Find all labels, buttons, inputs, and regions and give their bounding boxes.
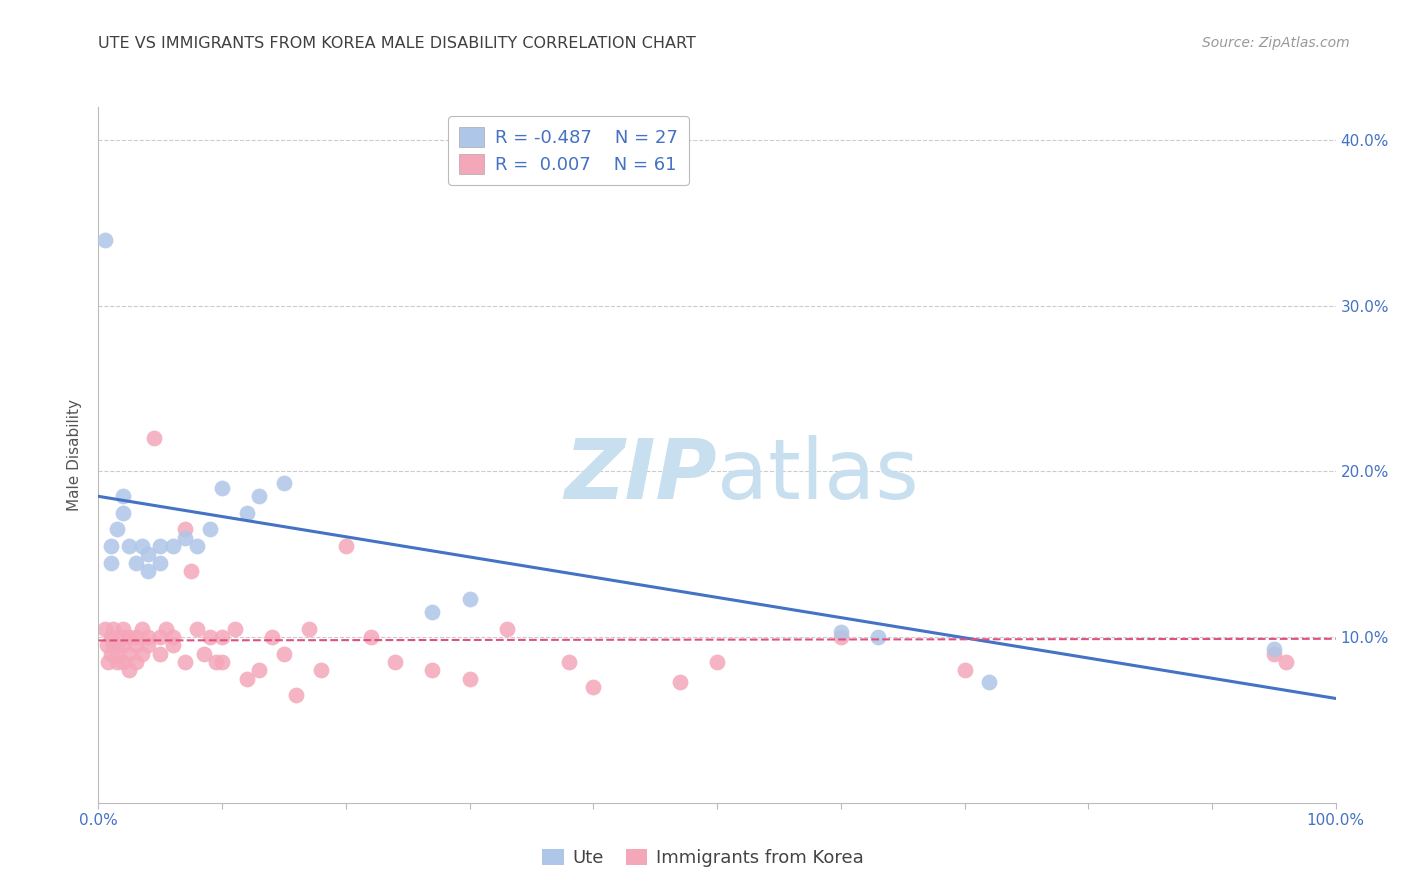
Point bbox=[174, 655, 197, 669]
Point bbox=[211, 630, 233, 644]
Point bbox=[105, 639, 128, 653]
Point bbox=[100, 647, 122, 661]
Point bbox=[205, 655, 228, 669]
Point bbox=[100, 556, 122, 570]
Point bbox=[124, 655, 146, 669]
Point bbox=[149, 539, 172, 553]
Point bbox=[247, 489, 270, 503]
Point bbox=[1263, 647, 1285, 661]
Point bbox=[124, 556, 146, 570]
Point bbox=[285, 688, 308, 702]
Point bbox=[131, 539, 153, 553]
Point bbox=[131, 647, 153, 661]
Point bbox=[118, 663, 141, 677]
Point bbox=[830, 630, 852, 644]
Point bbox=[198, 523, 221, 537]
Point bbox=[93, 233, 115, 247]
Point bbox=[1263, 641, 1285, 656]
Point bbox=[495, 622, 517, 636]
Point bbox=[273, 647, 295, 661]
Point bbox=[100, 539, 122, 553]
Point bbox=[162, 630, 184, 644]
Point bbox=[96, 639, 118, 653]
Point bbox=[97, 655, 120, 669]
Point bbox=[136, 630, 159, 644]
Point bbox=[112, 630, 135, 644]
Point bbox=[260, 630, 283, 644]
Point bbox=[105, 523, 128, 537]
Point bbox=[112, 506, 135, 520]
Point bbox=[162, 639, 184, 653]
Point bbox=[186, 622, 208, 636]
Point bbox=[149, 630, 172, 644]
Y-axis label: Male Disability: Male Disability bbox=[67, 399, 83, 511]
Point bbox=[136, 639, 159, 653]
Point bbox=[103, 639, 125, 653]
Point bbox=[198, 630, 221, 644]
Point bbox=[706, 655, 728, 669]
Text: Source: ZipAtlas.com: Source: ZipAtlas.com bbox=[1202, 36, 1350, 50]
Point bbox=[273, 476, 295, 491]
Point bbox=[298, 622, 321, 636]
Point bbox=[149, 647, 172, 661]
Point bbox=[105, 655, 128, 669]
Point bbox=[149, 556, 172, 570]
Point bbox=[458, 592, 481, 607]
Point bbox=[1275, 655, 1298, 669]
Text: UTE VS IMMIGRANTS FROM KOREA MALE DISABILITY CORRELATION CHART: UTE VS IMMIGRANTS FROM KOREA MALE DISABI… bbox=[98, 36, 696, 51]
Point bbox=[830, 625, 852, 640]
Point bbox=[143, 431, 166, 445]
Point bbox=[93, 622, 115, 636]
Point bbox=[180, 564, 202, 578]
Point bbox=[211, 481, 233, 495]
Point bbox=[112, 622, 135, 636]
Point bbox=[360, 630, 382, 644]
Point bbox=[582, 680, 605, 694]
Point bbox=[458, 672, 481, 686]
Point bbox=[174, 523, 197, 537]
Point bbox=[124, 639, 146, 653]
Point bbox=[105, 647, 128, 661]
Text: ZIP: ZIP bbox=[564, 435, 717, 516]
Point bbox=[136, 564, 159, 578]
Point bbox=[309, 663, 332, 677]
Point bbox=[100, 630, 122, 644]
Point bbox=[193, 647, 215, 661]
Point bbox=[155, 622, 177, 636]
Point bbox=[174, 531, 197, 545]
Text: atlas: atlas bbox=[717, 435, 918, 516]
Point bbox=[124, 630, 146, 644]
Point bbox=[136, 547, 159, 561]
Point bbox=[118, 539, 141, 553]
Point bbox=[953, 663, 976, 677]
Point bbox=[866, 630, 889, 644]
Point bbox=[162, 539, 184, 553]
Point bbox=[211, 655, 233, 669]
Point bbox=[979, 674, 1001, 689]
Point bbox=[422, 663, 444, 677]
Point bbox=[422, 605, 444, 619]
Point bbox=[131, 622, 153, 636]
Point bbox=[669, 674, 692, 689]
Point bbox=[112, 489, 135, 503]
Point bbox=[103, 622, 125, 636]
Point bbox=[224, 622, 246, 636]
Legend: Ute, Immigrants from Korea: Ute, Immigrants from Korea bbox=[534, 841, 872, 874]
Point bbox=[247, 663, 270, 677]
Point bbox=[335, 539, 357, 553]
Legend: R = -0.487    N = 27, R =  0.007    N = 61: R = -0.487 N = 27, R = 0.007 N = 61 bbox=[449, 116, 689, 185]
Point bbox=[112, 639, 135, 653]
Point bbox=[118, 630, 141, 644]
Point bbox=[112, 655, 135, 669]
Point bbox=[236, 672, 259, 686]
Point bbox=[557, 655, 579, 669]
Point bbox=[236, 506, 259, 520]
Point bbox=[118, 647, 141, 661]
Point bbox=[384, 655, 406, 669]
Point bbox=[186, 539, 208, 553]
